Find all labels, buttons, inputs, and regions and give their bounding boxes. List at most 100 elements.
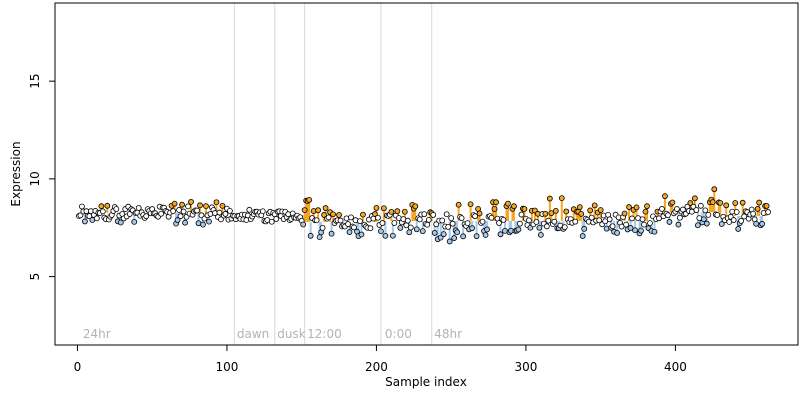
- data-point: [526, 217, 532, 224]
- data-point: [759, 220, 766, 227]
- data-point: [372, 211, 378, 217]
- x-tick-label: 400: [664, 360, 687, 374]
- data-point: [451, 235, 458, 241]
- data-point: [488, 214, 495, 221]
- data-point: [200, 221, 206, 228]
- condition-label: dawn: [237, 327, 269, 341]
- data-point: [315, 207, 322, 214]
- data-point: [705, 211, 712, 218]
- data-point: [609, 223, 616, 230]
- data-point: [588, 214, 595, 221]
- data-point: [351, 224, 357, 231]
- data-point: [330, 211, 336, 218]
- data-point: [717, 199, 724, 206]
- x-tick-label: 300: [514, 360, 537, 374]
- data-point: [222, 211, 229, 217]
- data-point: [581, 225, 588, 232]
- y-tick-label: 15: [28, 74, 42, 89]
- data-point: [558, 195, 565, 202]
- data-point: [98, 203, 105, 210]
- data-point: [738, 217, 745, 224]
- x-axis-title: Sample index: [385, 375, 467, 389]
- data-point: [197, 202, 203, 209]
- data-point: [563, 208, 570, 215]
- data-point: [587, 207, 594, 214]
- data-point: [346, 229, 353, 235]
- condition-label: 24hr: [83, 327, 111, 341]
- data-point: [445, 223, 452, 230]
- data-point: [765, 209, 772, 215]
- data-point: [484, 226, 490, 233]
- data-point: [644, 203, 650, 210]
- data-point: [491, 206, 498, 212]
- data-point: [709, 199, 716, 205]
- data-point: [77, 212, 84, 219]
- data-point: [735, 226, 742, 232]
- data-point: [606, 216, 613, 223]
- data-point: [143, 213, 150, 220]
- data-points: [76, 186, 772, 245]
- data-point: [439, 217, 446, 224]
- data-point: [521, 206, 528, 212]
- data-point: [633, 204, 640, 211]
- data-point: [545, 217, 552, 224]
- data-point: [440, 231, 447, 238]
- data-point: [348, 214, 354, 221]
- data-point: [300, 221, 307, 228]
- data-point: [629, 215, 635, 222]
- data-point: [711, 186, 718, 193]
- data-point: [273, 216, 280, 222]
- data-point: [476, 210, 483, 217]
- data-point: [325, 214, 332, 221]
- data-point: [467, 201, 474, 208]
- data-point: [246, 206, 253, 213]
- data-point: [482, 232, 489, 238]
- data-point: [213, 199, 220, 206]
- data-point: [543, 223, 550, 230]
- data-point: [515, 226, 522, 233]
- data-point: [171, 200, 178, 207]
- data-point: [718, 221, 725, 227]
- data-point: [754, 206, 761, 212]
- data-point: [419, 228, 426, 235]
- data-point: [497, 231, 504, 238]
- data-point: [306, 196, 313, 203]
- data-point: [367, 225, 374, 232]
- condition-label: 12:00: [307, 327, 342, 341]
- condition-dividers: [233, 3, 433, 345]
- data-point: [454, 229, 461, 236]
- data-point: [389, 232, 396, 239]
- data-point: [179, 201, 185, 208]
- data-point: [687, 200, 694, 206]
- data-point: [641, 221, 647, 228]
- data-point: [268, 218, 275, 225]
- y-axis: 5 10 15: [28, 74, 56, 280]
- data-point: [113, 206, 120, 212]
- data-point: [756, 199, 763, 206]
- y-axis-title: Expression: [9, 141, 23, 206]
- data-point: [216, 209, 223, 216]
- condition-labels: 24hr dawn dusk 12:00 0:00 48hr: [83, 327, 462, 341]
- x-tick-label: 100: [215, 360, 238, 374]
- data-point: [552, 207, 559, 214]
- data-point: [378, 228, 384, 235]
- data-point: [319, 224, 326, 231]
- data-point: [542, 210, 549, 217]
- data-point: [449, 220, 456, 227]
- data-point: [170, 208, 177, 214]
- data-point: [93, 215, 100, 222]
- data-point: [313, 217, 320, 224]
- data-point: [674, 206, 680, 212]
- data-point: [401, 208, 408, 215]
- data-point: [693, 207, 700, 213]
- data-point: [533, 219, 540, 225]
- data-point: [407, 224, 414, 231]
- data-point: [180, 208, 187, 215]
- data-point: [321, 212, 327, 218]
- data-point: [479, 218, 486, 225]
- data-point: [373, 205, 380, 211]
- data-point: [337, 217, 344, 224]
- data-point: [99, 208, 106, 215]
- data-point: [412, 203, 419, 210]
